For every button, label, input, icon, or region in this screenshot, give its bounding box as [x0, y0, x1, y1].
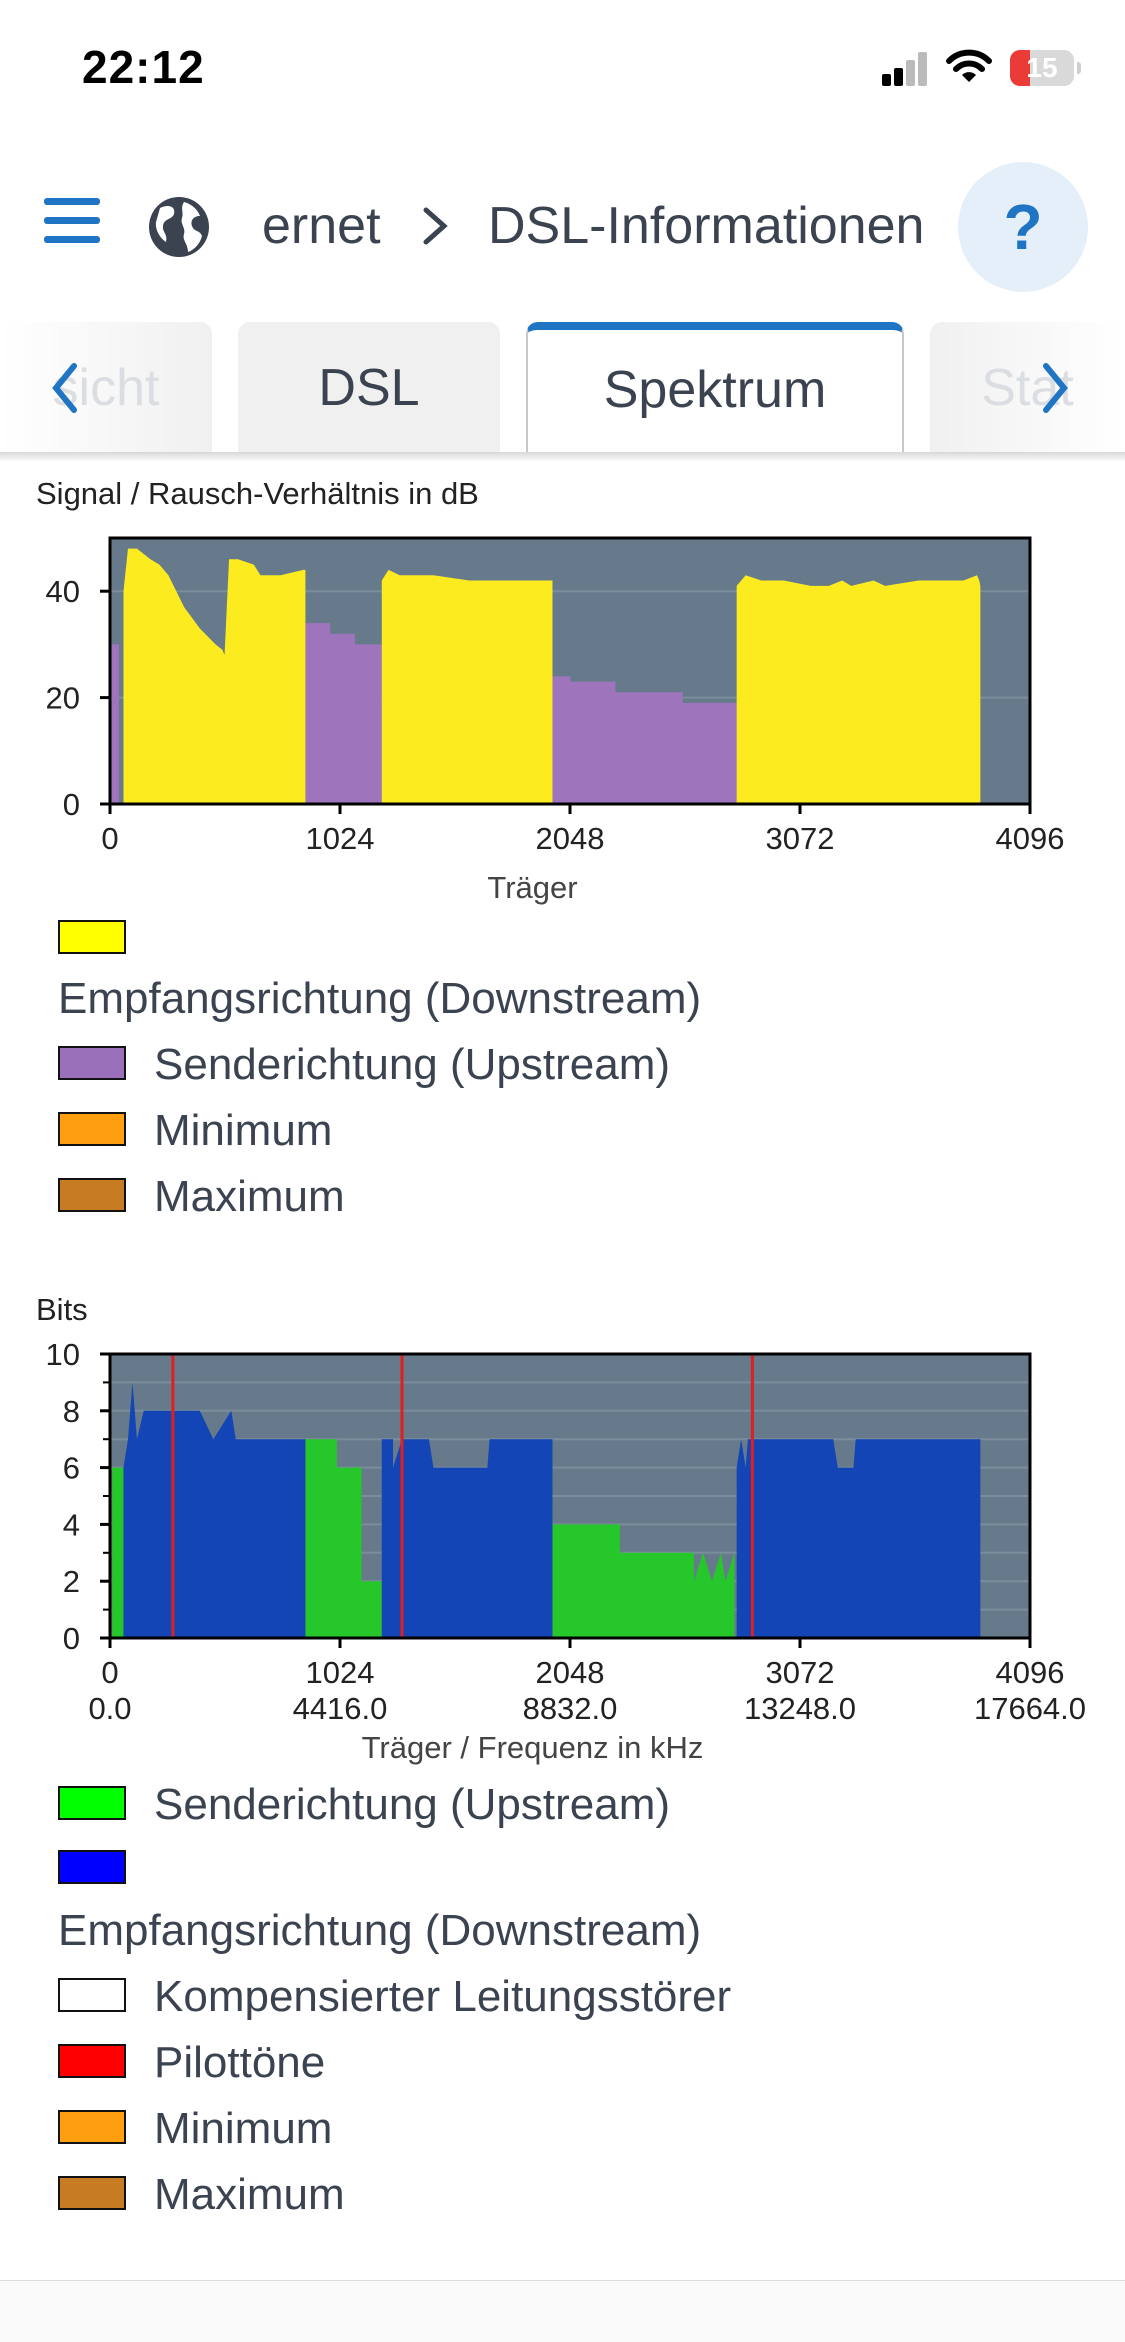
legend-swatch-pilot [58, 2044, 126, 2078]
snr-chart-title: Signal / Rausch-Verhältnis in dB [36, 476, 479, 511]
legend-label-minimum-bits: Minimum [154, 2104, 333, 2153]
tab-statistics[interactable]: Stat [930, 322, 1125, 454]
x-tick-label-frequency: 8832.0 [523, 1691, 618, 1726]
legend-label-downstream: Empfangsrichtung (Downstream) [58, 974, 702, 1023]
menu-icon[interactable] [44, 198, 100, 244]
chevron-right-icon [420, 206, 450, 251]
x-tick-label: 4096 [996, 821, 1065, 856]
status-time: 22:12 [82, 41, 205, 93]
y-tick-label: 40 [46, 574, 80, 609]
legend-label-upstream-bits: Senderichtung (Upstream) [154, 1780, 671, 1829]
y-tick-label: 10 [46, 1337, 80, 1372]
legend-swatch-upstream-bits [58, 1786, 126, 1820]
x-tick-label: 2048 [536, 1655, 605, 1690]
snr-chart: 0 20 40 0 1024 2048 3072 4096 [46, 536, 1065, 856]
x-tick-label-frequency: 17664.0 [974, 1691, 1086, 1726]
x-tick-label: 4096 [996, 1655, 1065, 1690]
legend-swatch-upstream [58, 1046, 126, 1080]
tab-scroll-right-button[interactable] [1040, 362, 1070, 419]
legend-swatch-compensated [58, 1978, 126, 2012]
series-area-0 [112, 1439, 735, 1638]
y-tick-label: 8 [63, 1394, 80, 1429]
y-tick-label: 2 [63, 1564, 80, 1599]
x-tick-label: 2048 [536, 821, 605, 856]
tab-dsl-label: DSL [318, 359, 420, 417]
series-area-0 [110, 623, 737, 804]
legend-label-maximum-bits: Maximum [154, 2170, 345, 2219]
help-button[interactable]: ? [958, 162, 1088, 292]
series-area-1 [123, 548, 981, 804]
x-tick-label-frequency: 0.0 [88, 1691, 131, 1726]
tab-scroll-left-button[interactable] [50, 362, 80, 419]
globe-icon [146, 194, 212, 265]
x-tick-label: 1024 [306, 821, 375, 856]
x-tick-label-frequency: 13248.0 [744, 1691, 856, 1726]
tab-spektrum-label: Spektrum [603, 361, 827, 419]
x-tick-label: 3072 [766, 821, 835, 856]
y-tick-label: 6 [63, 1451, 80, 1486]
y-tick-label: 0 [63, 787, 80, 822]
legend-swatch-maximum [58, 1178, 126, 1212]
tab-dsl[interactable]: DSL [238, 322, 500, 454]
tab-divider [0, 452, 1125, 462]
legend-swatch-maximum-bits [58, 2176, 126, 2210]
legend-label-upstream: Senderichtung (Upstream) [154, 1040, 671, 1089]
legend-swatch-downstream-bits [58, 1850, 126, 1884]
wifi-icon [946, 48, 992, 89]
x-tick-label: 0 [101, 821, 118, 856]
page-title: DSL-Informationen [488, 197, 925, 255]
tab-spektrum[interactable]: Spektrum [526, 322, 904, 454]
legend-label-pilot: Pilottöne [154, 2038, 326, 2087]
x-tick-label: 1024 [306, 1655, 375, 1690]
y-tick-label: 0 [63, 1621, 80, 1656]
browser-address-bar[interactable] [0, 2280, 1125, 2342]
legend-label-minimum: Minimum [154, 1106, 333, 1155]
legend-label-compensated: Kompensierter Leitungsstörer [154, 1972, 732, 2021]
battery-level: 15 [1026, 52, 1058, 83]
legend-label-downstream-bits: Empfangsrichtung (Downstream) [58, 1906, 702, 1955]
legend-swatch-minimum [58, 1112, 126, 1146]
tab-overview[interactable]: sicht [0, 322, 212, 454]
legend-swatch-downstream [58, 920, 126, 954]
breadcrumb-parent[interactable]: ernet [262, 197, 381, 255]
x-tick-label: 3072 [766, 1655, 835, 1690]
tab-strip: sicht DSL Spektrum Stat [0, 318, 1125, 458]
legend-swatch-minimum-bits [58, 2110, 126, 2144]
y-tick-label: 4 [63, 1507, 80, 1542]
series-area-1 [123, 1382, 981, 1638]
bits-chart-title: Bits [36, 1292, 88, 1327]
snr-chart-xlabel: Träger [487, 870, 578, 905]
battery-icon: 15 [1010, 50, 1081, 86]
x-tick-label-frequency: 4416.0 [293, 1691, 388, 1726]
y-tick-label: 20 [46, 681, 80, 716]
cellular-signal-icon [882, 52, 928, 86]
tab-statistics-label: Stat [981, 359, 1074, 417]
bits-chart-xlabel: Träger / Frequenz in kHz [361, 1730, 704, 1765]
legend-label-maximum: Maximum [154, 1172, 345, 1221]
x-tick-label: 0 [101, 1655, 118, 1690]
